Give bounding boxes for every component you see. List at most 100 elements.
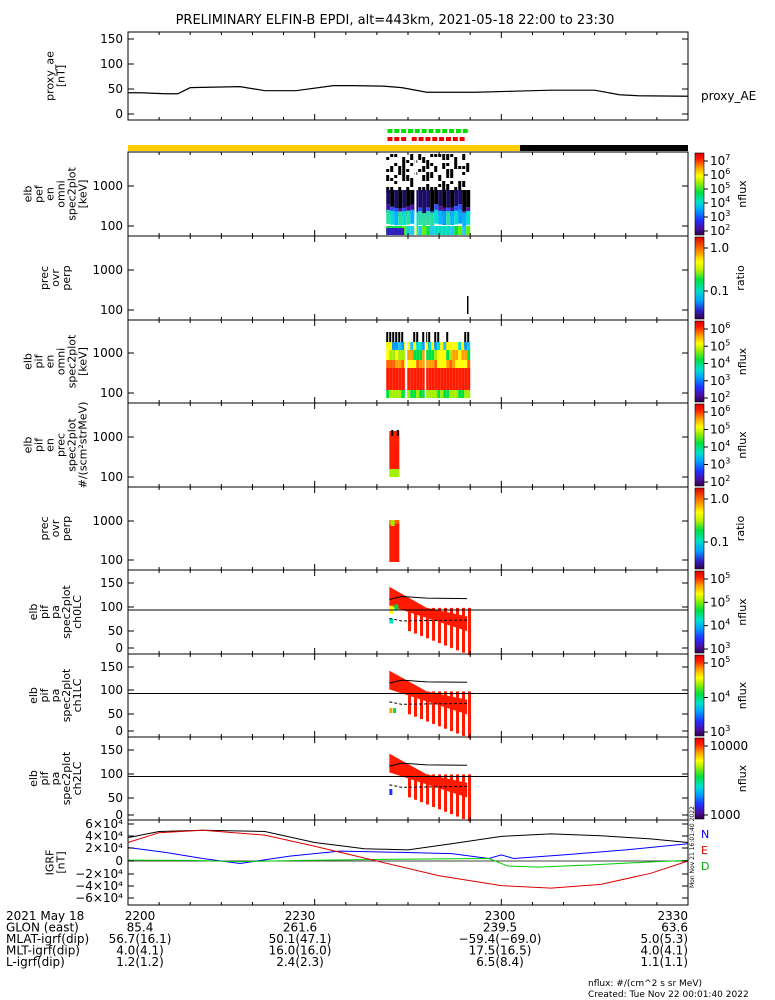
spectral-cell [442, 190, 447, 208]
spectral-cell [395, 368, 399, 390]
spectral-cell [454, 190, 459, 207]
spectral-cell [428, 332, 431, 349]
tick-label: 1000 [92, 179, 123, 193]
axis-label: spec2plot [66, 167, 79, 221]
spectral-cell [450, 691, 453, 732]
spectral-cell [438, 175, 442, 178]
spectral-cell [413, 368, 417, 390]
spectral-cell [394, 190, 399, 209]
loss-cone-line [389, 701, 468, 705]
spectral-cell [454, 157, 458, 160]
spectral-cell [450, 774, 453, 815]
spectral-cell [422, 169, 426, 172]
tick-label: 100 [100, 57, 123, 71]
spectral-cell [446, 226, 451, 235]
spectral-cell [462, 157, 466, 160]
spectral-cell [395, 332, 398, 348]
spectral-cell [402, 169, 406, 172]
spectral-cell [462, 190, 467, 212]
spectral-cell [458, 166, 462, 169]
spectral-cell [419, 368, 423, 390]
spectral-cell [392, 368, 396, 390]
axis-label: ch2LC [71, 761, 84, 795]
axis-label: pef [33, 184, 46, 203]
spectral-cell [386, 178, 390, 181]
spectral-cell [410, 368, 414, 390]
axis-label: pif [38, 770, 51, 785]
spectral-cell [449, 368, 453, 390]
table-cell: 261.6 [283, 921, 317, 935]
table-cell: 1.2(1.2) [116, 955, 164, 969]
spectral-cell [418, 169, 422, 172]
spectral-cell [406, 190, 411, 207]
spectral-cell [401, 368, 405, 390]
spectral-cell [443, 368, 447, 390]
spectral-cell [458, 209, 463, 224]
spectral-cell [389, 332, 392, 345]
spectral-cell [468, 691, 471, 739]
spectral-cell [398, 172, 402, 175]
colorbar-tick-label: 106 [710, 404, 730, 419]
spectral-cell [389, 469, 400, 477]
spectral-cell [413, 390, 417, 398]
spectral-cell [418, 187, 422, 190]
spectral-cell [438, 774, 441, 810]
spectral-cell [467, 350, 471, 360]
colorbar [694, 152, 705, 236]
colorbar [694, 403, 705, 487]
spectral-cell [425, 350, 429, 360]
spectral-cell [410, 178, 414, 181]
spectral-cell [416, 390, 420, 398]
spectral-cell [425, 390, 429, 398]
panel-content [389, 520, 400, 562]
spectral-cell [450, 190, 455, 208]
spectral-cell [425, 332, 428, 346]
spectral-cell [462, 154, 466, 157]
spectral-cell [420, 774, 423, 803]
spectral-cell [389, 360, 393, 368]
spectral-cell [410, 390, 414, 398]
panel-content [128, 586, 688, 656]
spectral-cell [401, 360, 405, 368]
spectral-cell [467, 360, 471, 368]
spectral-cell [398, 390, 402, 398]
figure-title: PRELIMINARY ELFIN-B EPDI, alt=443km, 202… [176, 13, 615, 28]
colorbar-tick-label: 103 [710, 373, 730, 388]
spectral-cell [434, 368, 438, 390]
tick-label: 100 [100, 303, 123, 317]
colorbar-tick-label: 106 [710, 167, 730, 182]
spectral-cell [389, 431, 400, 443]
table-cell: 2.4(2.3) [276, 955, 324, 969]
spectral-cell [462, 226, 467, 235]
spectral-cell [434, 204, 439, 213]
spectral-cell [422, 166, 426, 169]
colorbar [694, 654, 705, 737]
spectral-cell [418, 226, 423, 235]
colorbar-tick-label: 104 [710, 356, 730, 371]
spectral-cell [455, 350, 459, 360]
tick-label: 0 [115, 808, 123, 822]
spectral-cell [450, 226, 455, 235]
spectral-cell [419, 342, 423, 350]
table-row-label: MLAT-igrf(dip) [6, 932, 89, 946]
spectral-cell [431, 360, 435, 368]
spectral-cell [454, 163, 458, 166]
spectral-cell [464, 360, 468, 368]
axis-label: elb [22, 353, 35, 370]
spectral-cell [434, 226, 439, 235]
spectral-cell [438, 190, 443, 207]
axis-label: #/(scm²strMeV) [77, 402, 90, 489]
spectral-cell [437, 390, 441, 398]
spectral-cell [389, 524, 400, 562]
spectral-cell [422, 157, 426, 160]
table-cell: 2230 [285, 909, 316, 923]
spectral-cell [446, 175, 450, 178]
spectral-cell [394, 175, 398, 178]
spectral-cell [446, 172, 450, 175]
sci-zone-marker [411, 137, 417, 141]
colorbar-tick-label: 107 [710, 153, 730, 168]
table-cell: 4.0(4.1) [640, 944, 688, 958]
colorbar-label: nflux [736, 598, 749, 626]
colorbar-tick-label: 105 [710, 338, 730, 353]
spectral-cell [422, 175, 426, 178]
